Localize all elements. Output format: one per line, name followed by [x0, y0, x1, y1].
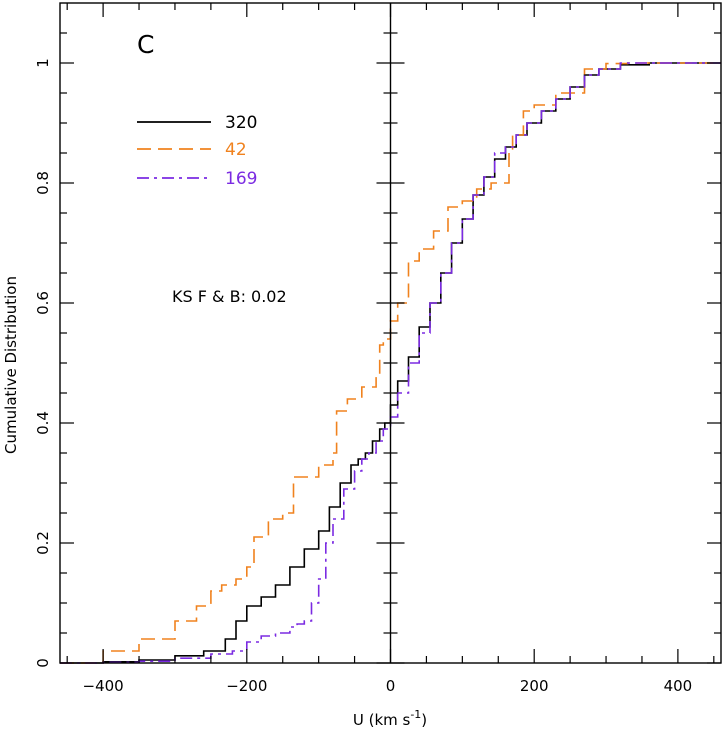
panel-label: C: [137, 30, 154, 59]
y-tick-label: 0: [34, 658, 52, 668]
legend-label-169: 169: [225, 169, 257, 189]
ticks-layer: −400 −200 0 200 400 0 0.2 0.4 0.6 0.8 1: [34, 3, 721, 695]
x-tick-label: 0: [386, 677, 396, 695]
y-tick-label: 0.6: [34, 291, 52, 315]
legend: 320 42 169: [137, 113, 257, 189]
y-axis-title: Cumulative Distribution: [2, 276, 20, 454]
ks-annotation: KS F & B: 0.02: [172, 287, 287, 306]
y-tick-label: 0.2: [34, 531, 52, 555]
x-tick-label: 200: [520, 677, 549, 695]
x-axis-title-main: U (km s: [353, 711, 411, 729]
x-axis-title-close: ): [421, 711, 427, 729]
x-axis-title: U (km s-1): [353, 708, 427, 729]
legend-label-42: 42: [225, 140, 247, 160]
y-tick-label: 0.8: [34, 171, 52, 195]
y-tick-label: 1: [34, 58, 52, 68]
x-axis-title-sup: -1: [410, 708, 421, 721]
series-line-169: [60, 62, 721, 664]
x-tick-label: −200: [226, 677, 267, 695]
x-tick-label: 400: [664, 677, 693, 695]
legend-label-320: 320: [225, 113, 257, 133]
series-line-42: [60, 62, 721, 664]
y-tick-label: 0.4: [34, 411, 52, 435]
x-tick-label: −400: [83, 677, 124, 695]
